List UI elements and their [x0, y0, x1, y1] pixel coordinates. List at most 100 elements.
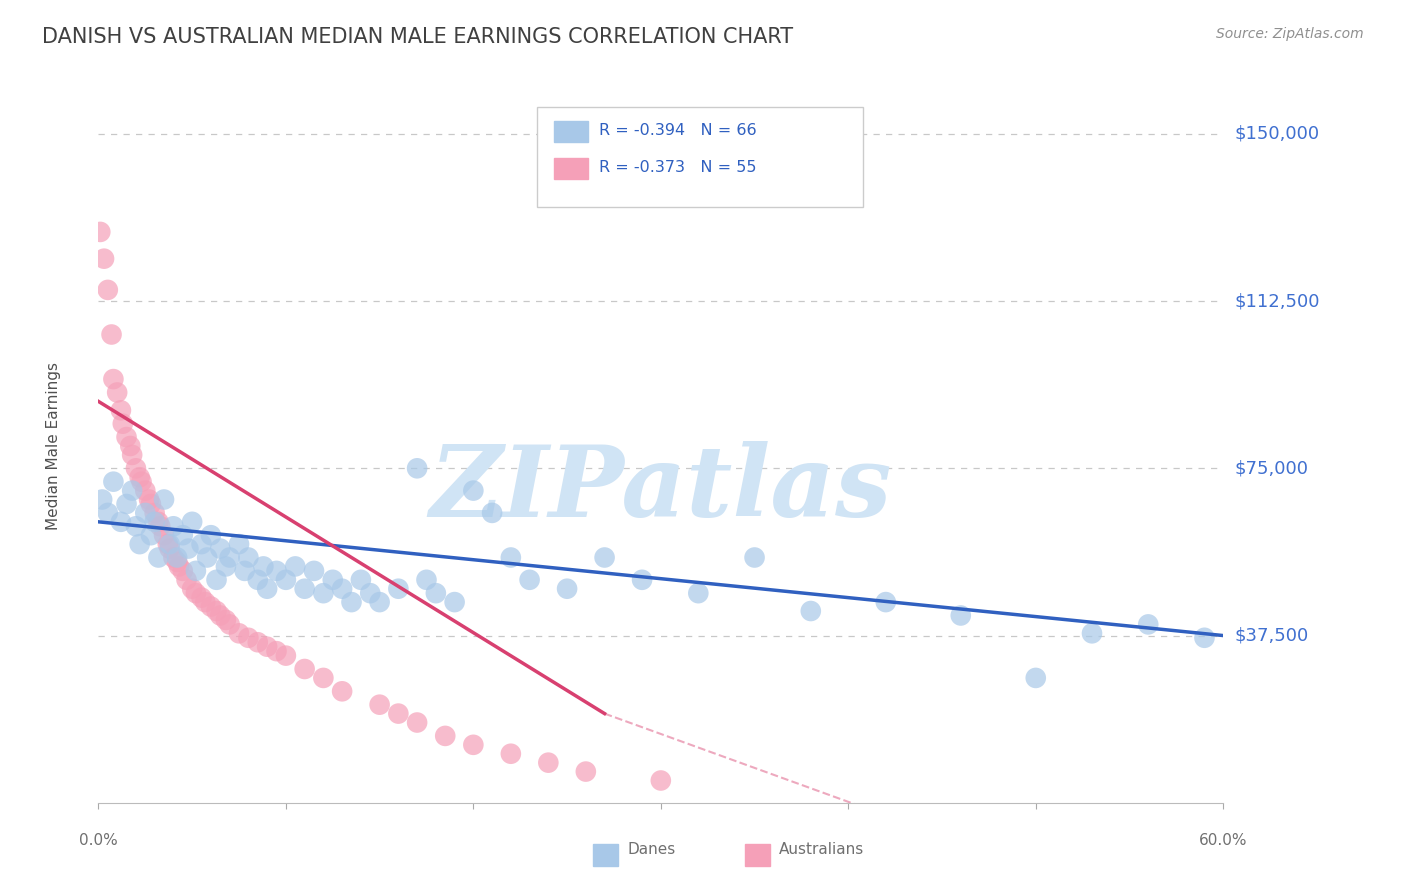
Point [519, 573, 541, 587]
Point [162, 519, 184, 533]
Point [97, 506, 120, 520]
Point [425, 586, 447, 600]
Point [167, 559, 190, 574]
Point [103, 372, 125, 386]
Point [143, 506, 166, 520]
Text: ZIPatlas: ZIPatlas [430, 441, 891, 537]
Point [330, 582, 353, 596]
Point [312, 671, 335, 685]
Point [256, 640, 278, 654]
Point [172, 528, 194, 542]
Point [131, 475, 153, 489]
Point [159, 541, 181, 556]
Point [499, 747, 522, 761]
Point [252, 559, 274, 574]
Point [139, 497, 162, 511]
Point [103, 475, 125, 489]
Point [593, 550, 616, 565]
Text: Australians: Australians [779, 842, 865, 856]
Point [284, 559, 307, 574]
Point [100, 327, 122, 342]
Point [156, 537, 179, 551]
Point [499, 550, 522, 565]
Point [350, 573, 373, 587]
Point [149, 519, 172, 533]
Point [120, 439, 142, 453]
Point [105, 385, 128, 400]
Point [172, 564, 194, 578]
Point [194, 595, 217, 609]
Text: 0.0%: 0.0% [79, 833, 118, 848]
Point [148, 515, 170, 529]
Point [190, 537, 212, 551]
Point [238, 631, 260, 645]
Point [246, 573, 269, 587]
Point [153, 492, 176, 507]
Point [463, 738, 485, 752]
Point [121, 448, 143, 462]
Point [246, 635, 269, 649]
Point [162, 550, 184, 565]
Point [1025, 671, 1047, 685]
Point [238, 550, 260, 565]
Text: R = -0.394   N = 66: R = -0.394 N = 66 [599, 123, 756, 138]
Point [688, 586, 710, 600]
Point [368, 698, 391, 712]
Point [205, 604, 228, 618]
Point [631, 573, 654, 587]
Point [134, 483, 156, 498]
Point [97, 283, 120, 297]
Point [159, 537, 181, 551]
Text: Source: ZipAtlas.com: Source: ZipAtlas.com [1216, 27, 1364, 41]
Point [125, 519, 148, 533]
Point [302, 564, 325, 578]
Point [228, 626, 250, 640]
Point [1194, 631, 1216, 645]
Point [266, 564, 288, 578]
Point [218, 617, 240, 632]
Point [181, 582, 204, 596]
Point [128, 470, 150, 484]
Point [91, 492, 114, 507]
Point [111, 417, 134, 431]
Point [233, 564, 256, 578]
Point [274, 573, 297, 587]
Point [330, 684, 353, 698]
Text: $150,000: $150,000 [1234, 125, 1319, 143]
Point [176, 573, 198, 587]
Text: Median Male Earnings: Median Male Earnings [46, 362, 60, 530]
Point [340, 595, 363, 609]
Point [115, 430, 138, 444]
Point [406, 715, 429, 730]
Point [387, 706, 409, 721]
Point [434, 729, 457, 743]
Point [190, 591, 212, 605]
Point [1137, 617, 1160, 632]
Point [266, 644, 288, 658]
Point [949, 608, 972, 623]
Point [153, 528, 176, 542]
Point [110, 515, 132, 529]
Point [166, 550, 188, 565]
Point [121, 483, 143, 498]
Point [200, 528, 222, 542]
Point [406, 461, 429, 475]
Text: 60.0%: 60.0% [1199, 833, 1247, 848]
Point [274, 648, 297, 663]
Point [322, 573, 344, 587]
Bar [593, 844, 619, 865]
Text: R = -0.373   N = 55: R = -0.373 N = 55 [599, 161, 756, 175]
Point [138, 492, 160, 507]
Point [181, 515, 204, 529]
Point [115, 497, 138, 511]
Point [256, 582, 278, 596]
Point [359, 586, 381, 600]
Point [200, 599, 222, 614]
Text: $75,000: $75,000 [1234, 459, 1309, 477]
Point [555, 582, 578, 596]
Point [415, 573, 437, 587]
Point [294, 662, 316, 676]
Point [184, 586, 207, 600]
Point [89, 225, 111, 239]
Point [139, 528, 162, 542]
